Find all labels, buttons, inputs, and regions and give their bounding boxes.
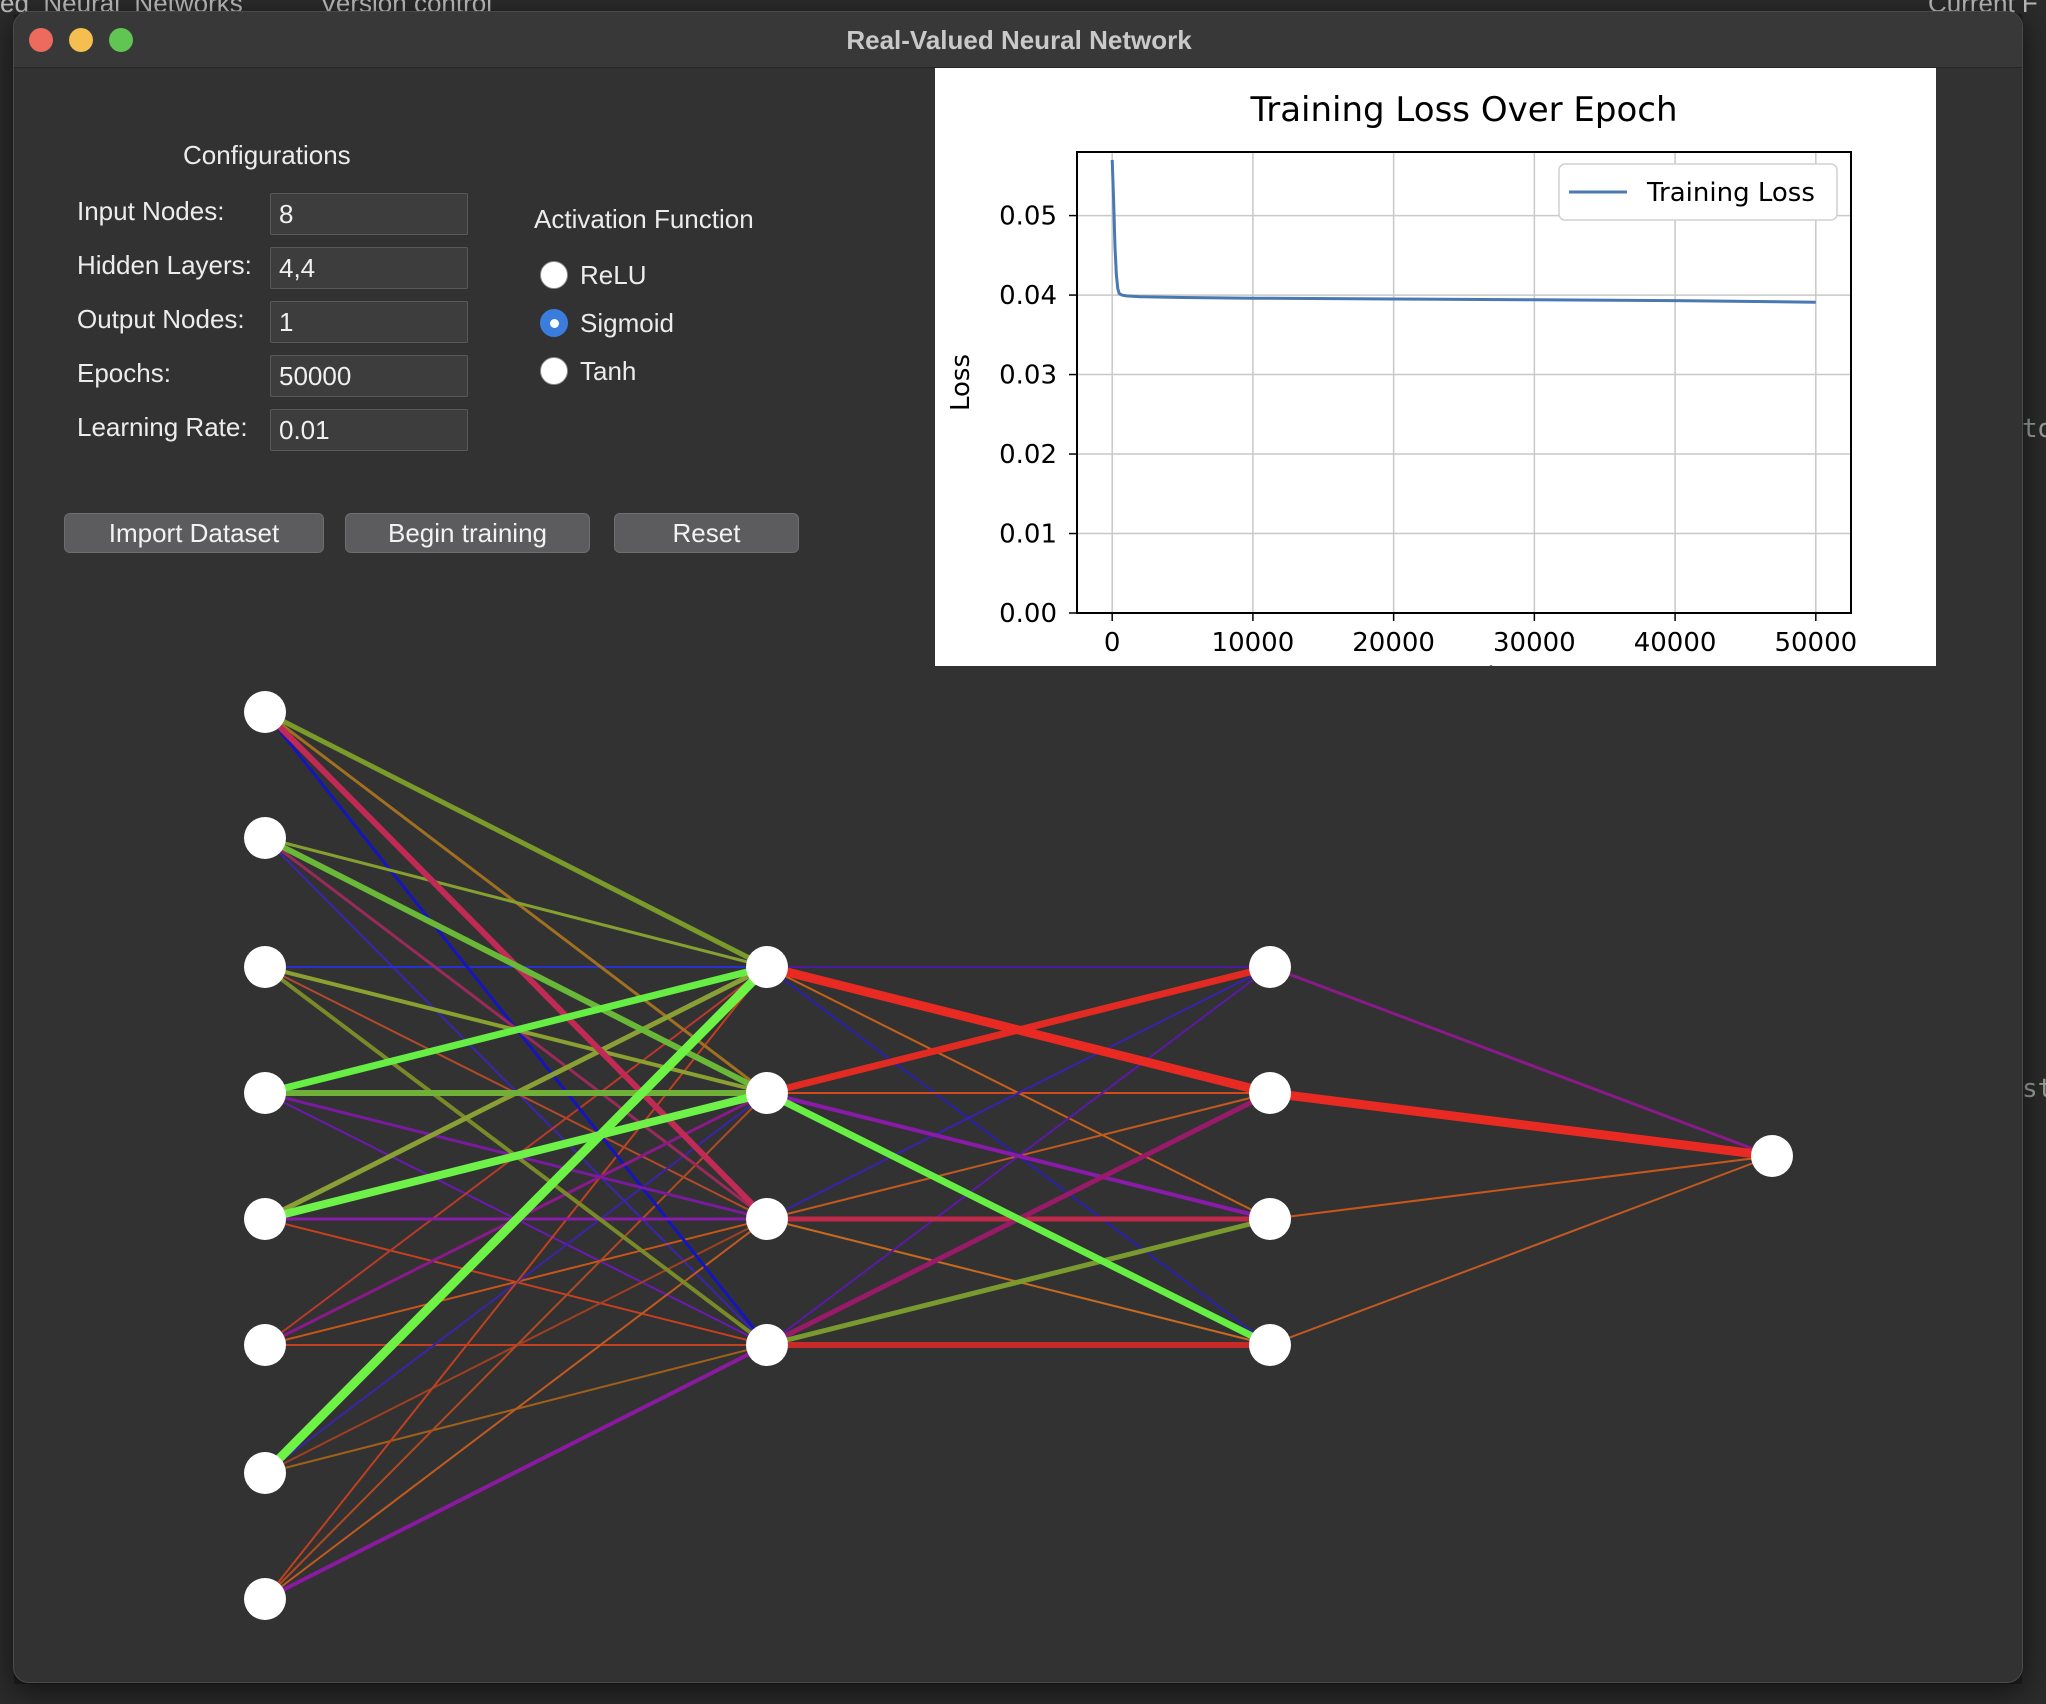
ide-code-fragment: to — [2022, 414, 2046, 444]
network-edge — [1269, 1155, 1773, 1220]
ide-code-fragment: st — [2022, 1074, 2046, 1104]
maximize-window-button[interactable] — [109, 28, 133, 52]
output-nodes-label: Output Nodes: — [77, 304, 245, 334]
network-edge — [764, 1216, 1273, 1348]
ide-current-file[interactable]: Current F — [1928, 0, 2038, 14]
ide-status-bar — [0, 1684, 2046, 1704]
ide-version-control[interactable]: Version control — [320, 0, 492, 14]
loss-chart-panel: 0 10000 20000 30000 40000 50000 0.00 0.01 0.02 0.… — [935, 68, 1936, 666]
learning-rate-field[interactable] — [270, 409, 468, 451]
x-tick-label: 50000 — [1774, 628, 1857, 658]
ide-left-strip — [0, 14, 14, 1684]
network-node — [244, 1198, 286, 1240]
network-edge — [261, 963, 771, 1097]
y-tick-label: 0.03 — [999, 361, 1057, 391]
input-nodes-field[interactable] — [270, 193, 468, 235]
network-edge — [263, 1343, 769, 1601]
close-window-button[interactable] — [29, 28, 53, 52]
ide-right-strip: to st — [2022, 14, 2046, 1684]
learning-rate-label: Learning Rate: — [77, 412, 248, 442]
network-node — [244, 1578, 286, 1620]
app-window: Real-Valued Neural Network Configuration… — [13, 11, 2023, 1683]
input-nodes-label: Input Nodes: — [77, 196, 225, 226]
network-node — [1249, 1072, 1291, 1114]
begin-training-button[interactable]: Begin training — [345, 513, 590, 553]
network-node — [746, 1324, 788, 1366]
x-tick-label: 20000 — [1352, 628, 1435, 658]
network-edge — [263, 836, 769, 969]
network-node — [746, 946, 788, 988]
epochs-label: Epochs: — [77, 358, 171, 388]
configurations-heading: Configurations — [183, 140, 351, 170]
network-node — [244, 946, 286, 988]
activation-option-sigmoid[interactable]: Sigmoid — [540, 306, 674, 340]
minimize-window-button[interactable] — [69, 28, 93, 52]
x-axis-label: Epoch — [1424, 662, 1504, 666]
network-edge — [1269, 1155, 1773, 1346]
network-node — [1249, 1324, 1291, 1366]
network-edge — [1265, 1088, 1777, 1161]
radio-sigmoid-label: Sigmoid — [580, 307, 674, 338]
activation-option-relu[interactable]: ReLU — [540, 258, 646, 292]
y-tick-label: 0.00 — [999, 599, 1057, 629]
loss-series-line — [1110, 159, 1816, 304]
window-title: Real-Valued Neural Network — [846, 25, 1192, 55]
network-node — [244, 1452, 286, 1494]
network-edge — [264, 1218, 768, 1600]
y-tick-label: 0.05 — [999, 202, 1057, 232]
ide-topbar: ed_Neural_Networks Version control Curre… — [0, 0, 2046, 14]
network-node — [1249, 946, 1291, 988]
activation-function-heading: Activation Function — [534, 204, 754, 234]
radio-relu-label: ReLU — [580, 259, 647, 290]
epochs-field[interactable] — [270, 355, 468, 397]
hidden-layers-label: Hidden Layers: — [77, 250, 252, 280]
radio-sigmoid[interactable] — [540, 309, 568, 337]
network-diagram — [244, 691, 1793, 1620]
y-tick-label: 0.04 — [999, 281, 1057, 311]
loss-chart: 0 10000 20000 30000 40000 50000 0.00 0.01 0.02 0.… — [946, 90, 1857, 666]
import-dataset-button[interactable]: Import Dataset — [64, 513, 324, 553]
reset-button[interactable]: Reset — [614, 513, 799, 553]
network-node — [244, 691, 286, 733]
network-node — [244, 817, 286, 859]
radio-tanh-label: Tanh — [580, 355, 637, 386]
x-tick-label: 0 — [1104, 628, 1121, 658]
radio-tanh[interactable] — [540, 357, 568, 385]
network-edge — [766, 966, 1271, 1220]
y-tick-label: 0.01 — [999, 520, 1057, 550]
network-node — [244, 1072, 286, 1114]
chart-title: Training Loss Over Epoch — [1249, 90, 1677, 130]
network-edge — [264, 1092, 768, 1600]
title-bar[interactable]: Real-Valued Neural Network — [14, 12, 2022, 68]
network-edge — [260, 962, 772, 1478]
network-node — [244, 1324, 286, 1366]
x-tick-label: 10000 — [1212, 628, 1295, 658]
network-edge — [763, 1089, 1274, 1349]
y-tick-label: 0.02 — [999, 440, 1057, 470]
network-edge — [262, 709, 770, 970]
radio-relu[interactable] — [540, 261, 568, 289]
network-node — [1751, 1135, 1793, 1177]
network-edge — [1268, 965, 1774, 1158]
legend-box — [1558, 163, 1838, 221]
plot-frame — [1076, 151, 1852, 614]
legend-label: Training Loss — [1646, 178, 1815, 208]
x-tick-label: 40000 — [1634, 628, 1717, 658]
y-axis-label: Loss — [946, 354, 976, 411]
network-node — [1249, 1198, 1291, 1240]
network-node — [746, 1072, 788, 1114]
network-edge — [262, 835, 770, 1096]
network-node — [746, 1198, 788, 1240]
network-edge — [261, 1089, 771, 1223]
x-tick-label: 30000 — [1493, 628, 1576, 658]
network-edge — [765, 1091, 1272, 1221]
network-edge — [264, 966, 768, 1600]
hidden-layers-field[interactable] — [270, 247, 468, 289]
chart-legend: Training Loss — [1558, 163, 1838, 221]
output-nodes-field[interactable] — [270, 301, 468, 343]
network-edge — [762, 962, 1275, 1098]
activation-option-tanh[interactable]: Tanh — [540, 354, 636, 388]
ide-project-name[interactable]: ed_Neural_Networks — [0, 0, 243, 14]
